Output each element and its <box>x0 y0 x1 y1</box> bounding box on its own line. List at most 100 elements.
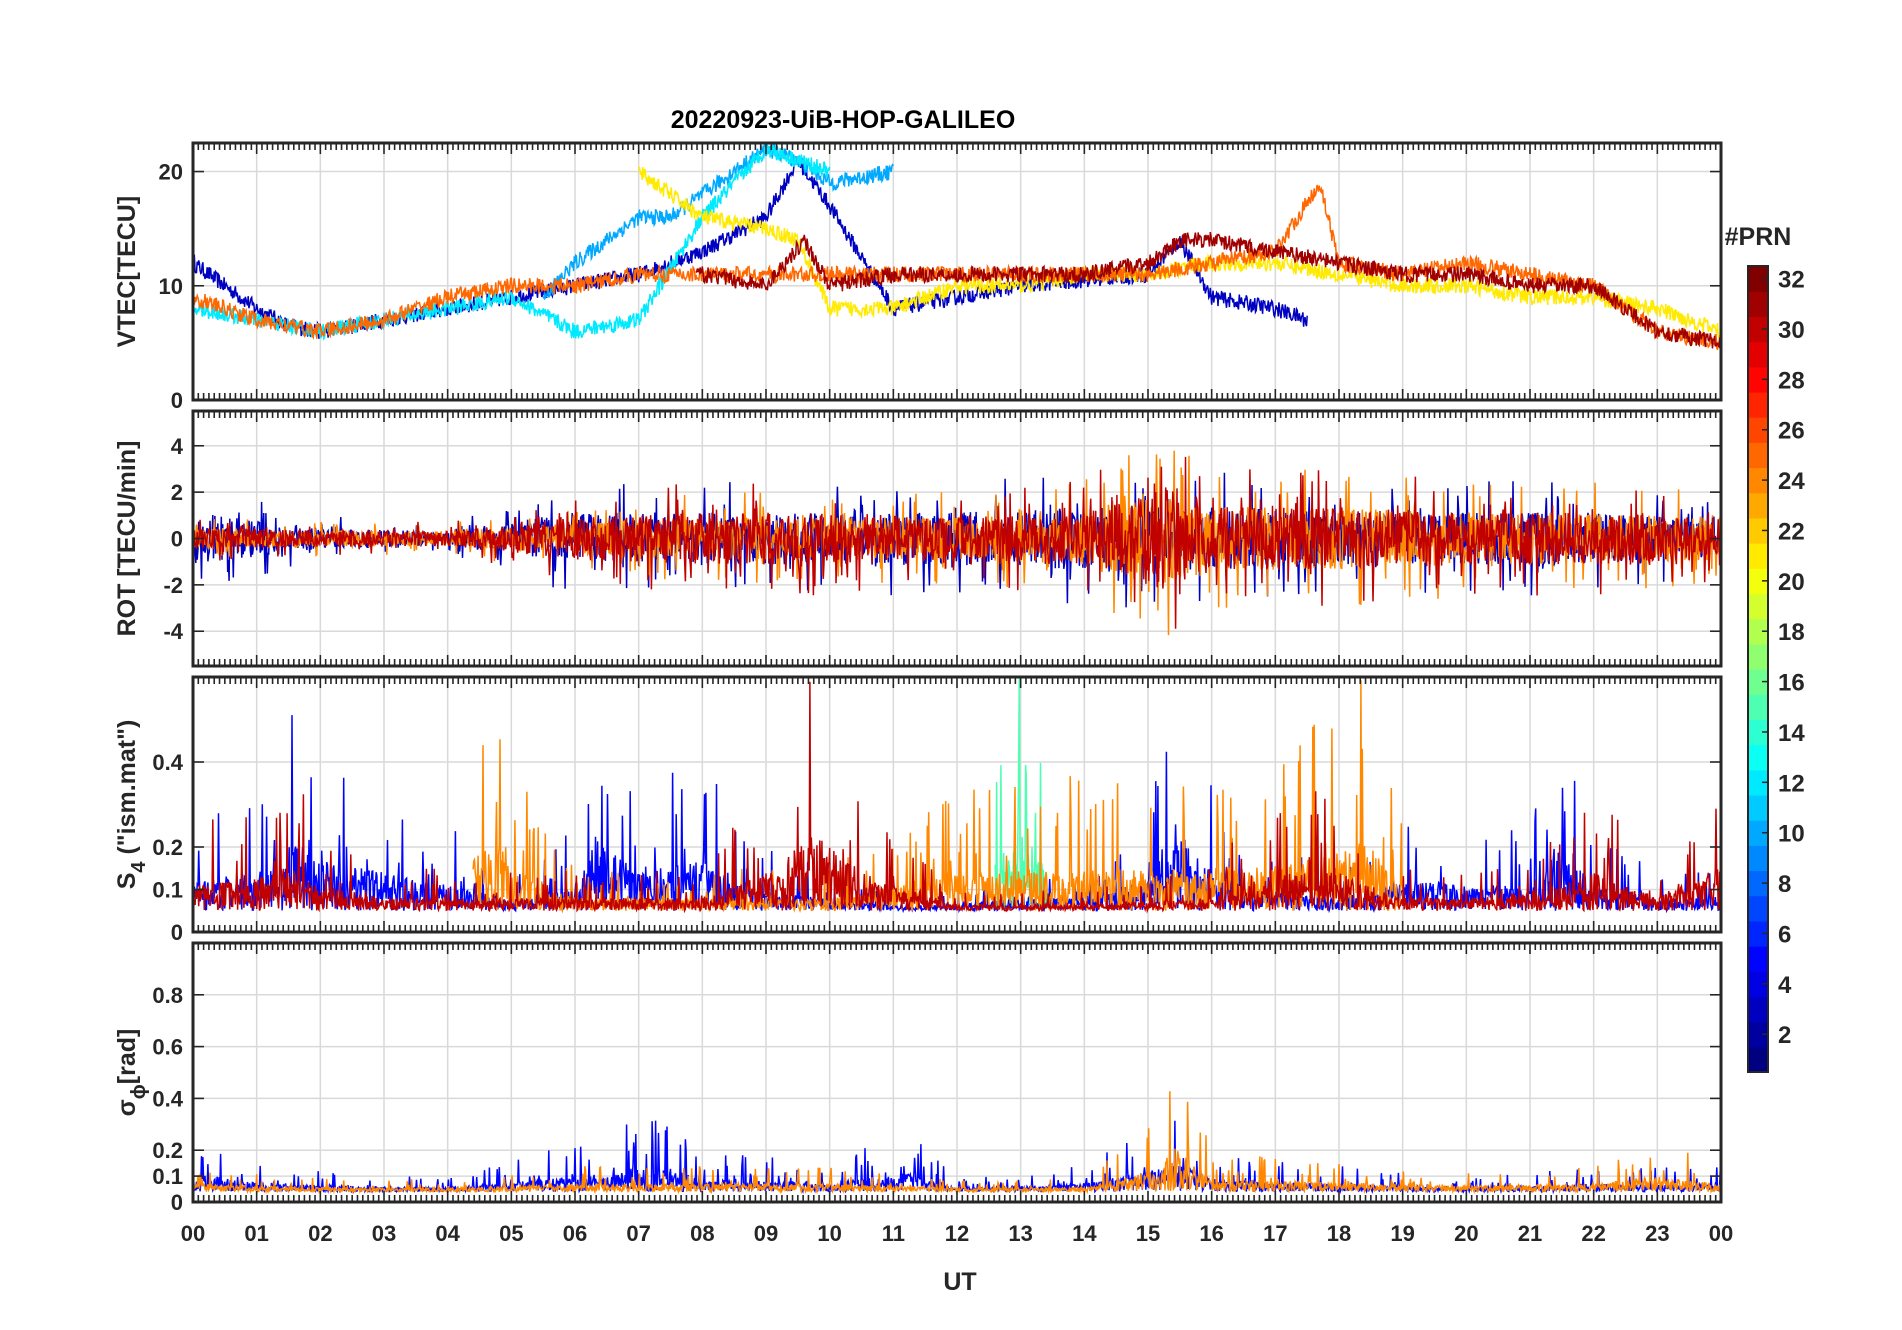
colorbar-step <box>1748 266 1768 292</box>
colorbar-step <box>1748 794 1768 821</box>
colorbar-step <box>1748 870 1768 897</box>
y-tick-label-s4: 0.1 <box>152 878 183 903</box>
panel-s4: 0 0.1 0.2 0.4S4 ("ism.mat") <box>113 675 1723 945</box>
series-prn-30 <box>193 681 1721 914</box>
panel-sigma_phi: 00.10.2 0.4 0.6 0.8σϕ[rad] <box>113 941 1723 1215</box>
grid-sigma_phi <box>193 943 1721 1202</box>
colorbar-step <box>1748 568 1768 595</box>
colorbar-step <box>1748 694 1768 720</box>
y-axis-label-vtec: VTEC[TECU] <box>113 196 141 347</box>
colorbar-step <box>1748 391 1768 418</box>
y-axis-label-s4: S4 ("ism.mat") <box>113 720 150 890</box>
colorbar-step <box>1748 920 1768 947</box>
x-tick-label: 00 <box>181 1221 205 1246</box>
colorbar-tick-label: 12 <box>1778 770 1805 797</box>
series-vtec <box>193 143 1721 351</box>
x-tick-label: 14 <box>1072 1221 1097 1246</box>
y-tick-label-sigma_phi: 0.6 <box>152 1035 183 1060</box>
colorbar-frame <box>1747 265 1769 1073</box>
series-prn-24 <box>193 450 1721 636</box>
x-tick-label: 21 <box>1518 1221 1542 1246</box>
colorbar-step <box>1748 669 1768 695</box>
colorbar-step <box>1748 618 1768 645</box>
panel-vtec: 0 10 20 VTEC[TECU] <box>113 141 1723 413</box>
colorbar-tick-label: 4 <box>1778 972 1792 999</box>
y-axis-label-rot: ROT [TECU/min] <box>113 441 141 637</box>
y-tick-label-sigma_phi: 0.1 <box>152 1164 183 1189</box>
y-axis-label-sigma_phi: σϕ[rad] <box>113 1029 150 1117</box>
colorbar-tick-label: 20 <box>1778 569 1805 596</box>
colorbar-step <box>1748 1021 1768 1048</box>
x-tick-label: 19 <box>1390 1221 1414 1246</box>
y-tick-label-sigma_phi: 0.2 <box>152 1138 183 1163</box>
series-prn-10 <box>542 143 894 301</box>
colorbar-tick-label: 28 <box>1778 367 1805 394</box>
y-tick-label-rot: 2 <box>171 480 183 505</box>
x-tick-label: 13 <box>1008 1221 1032 1246</box>
colorbar-tick-label: 18 <box>1778 619 1805 646</box>
colorbar-step <box>1748 946 1768 972</box>
y-tick-label-sigma_phi: 0 <box>171 1190 183 1215</box>
colorbar-tick-label: 24 <box>1778 468 1805 495</box>
colorbar-tick-label: 6 <box>1778 921 1791 948</box>
x-tick-label: 11 <box>882 1221 905 1246</box>
colorbar-step <box>1748 769 1768 796</box>
y-tick-label-rot: -2 <box>163 573 183 598</box>
x-ticks-sigma_phi <box>192 943 1722 1202</box>
x-ticks-s4 <box>192 677 1722 932</box>
colorbar-tick-label: 8 <box>1778 871 1791 898</box>
x-tick-label: 02 <box>308 1221 332 1246</box>
y-tick-label-sigma_phi: 0.8 <box>152 983 183 1008</box>
y-tick-label-s4: 0.4 <box>152 750 183 775</box>
colorbar-step <box>1748 996 1768 1023</box>
y-tick-label-rot: -4 <box>163 619 183 644</box>
colorbar-step <box>1748 593 1768 620</box>
x-tick-label: 00 <box>1709 1221 1733 1246</box>
series-prn-31 <box>695 231 1721 350</box>
colorbar-label: #PRN <box>1725 223 1792 251</box>
colorbar-step <box>1748 366 1768 393</box>
colorbar-tick-label: 22 <box>1778 518 1805 545</box>
x-tick-label: 06 <box>563 1221 587 1246</box>
x-tick-label: 15 <box>1136 1221 1160 1246</box>
x-tick-label: 04 <box>435 1221 460 1246</box>
x-tick-label: 10 <box>817 1221 841 1246</box>
colorbar-step <box>1748 643 1768 670</box>
y-tick-label-s4: 0 <box>171 920 183 945</box>
colorbar-step <box>1748 971 1768 998</box>
colorbar-step <box>1748 442 1768 469</box>
x-ticks-rot <box>192 411 1722 666</box>
colorbar-step <box>1748 543 1768 569</box>
y-tick-label-rot: 0 <box>171 527 183 552</box>
colorbar-step <box>1748 820 1768 846</box>
colorbar-tick-label: 2 <box>1778 1022 1791 1049</box>
colorbar-step <box>1748 744 1768 771</box>
series-rot <box>193 450 1721 636</box>
x-tick-label: 23 <box>1645 1221 1669 1246</box>
x-tick-label: 12 <box>945 1221 969 1246</box>
colorbar-step <box>1748 719 1768 746</box>
colorbar-step <box>1748 417 1768 443</box>
colorbar-tick-label: 26 <box>1778 418 1805 445</box>
x-tick-label: 18 <box>1327 1221 1351 1246</box>
panel-rot: -4 -2 0 2 4 ROT [TECU/min] <box>113 409 1723 668</box>
colorbar-step <box>1748 341 1768 368</box>
y-tick-label-vtec: 20 <box>159 160 183 185</box>
colorbar-tick-label: 14 <box>1778 720 1805 747</box>
colorbar-step <box>1748 517 1768 544</box>
colorbar-step <box>1748 845 1768 872</box>
x-axis-label: UT <box>943 1268 976 1296</box>
x-tick-label: 17 <box>1263 1221 1287 1246</box>
series-prn-24 <box>472 679 1404 914</box>
y-tick-label-sigma_phi: 0.4 <box>152 1086 183 1111</box>
x-tick-label: 20 <box>1454 1221 1478 1246</box>
x-tick-label: 09 <box>754 1221 778 1246</box>
colorbar-tick-label: 10 <box>1778 821 1805 848</box>
series-sigma_phi <box>193 1091 1721 1195</box>
y-tick-label-vtec: 10 <box>159 274 183 299</box>
colorbar-step <box>1748 1046 1768 1073</box>
colorbar-step <box>1748 467 1768 494</box>
